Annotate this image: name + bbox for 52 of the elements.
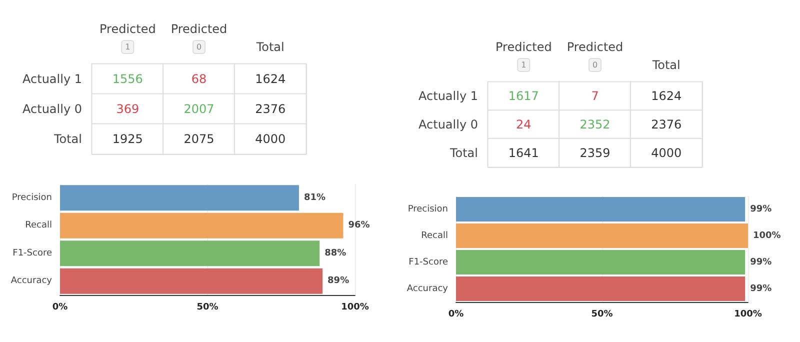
- data-label: 1617: [508, 89, 539, 104]
- x-tick-label: 50%: [591, 310, 613, 320]
- data-label: 68: [191, 72, 207, 86]
- y-tick-label: Total: [52, 132, 82, 146]
- x-tick-label: 100%: [734, 310, 762, 320]
- y-tick-label: Actually 1: [418, 89, 478, 104]
- x-tick-label: Predicted 0: [170, 22, 228, 52]
- y-tick-label: Accuracy: [406, 284, 449, 294]
- y-tick-label: Total: [448, 146, 478, 160]
- data-label: 2376: [651, 118, 682, 132]
- data-label: 89%: [328, 276, 350, 286]
- data-label: 88%: [324, 248, 346, 258]
- y-tick-label: Actually 0: [418, 118, 478, 132]
- data-label: 1624: [255, 72, 286, 86]
- data-label: 4000: [255, 132, 286, 146]
- x-tick-label: Predicted 1: [495, 40, 552, 70]
- data-label: 1925: [112, 132, 143, 146]
- y-tick-label: Actually 1: [22, 72, 82, 86]
- x-tick-label: Total: [651, 58, 680, 72]
- data-label: 2075: [184, 132, 214, 146]
- data-label: 99%: [750, 257, 772, 268]
- x-tick-label: 0%: [52, 302, 68, 312]
- data-label: 100%: [753, 230, 781, 241]
- data-label: 2007: [184, 102, 214, 116]
- data-label: 99%: [750, 284, 772, 294]
- y-tick-label: Accuracy: [10, 276, 53, 286]
- data-label: 4000: [651, 146, 682, 160]
- data-label: 1624: [651, 89, 682, 104]
- y-tick-label: Precision: [12, 192, 52, 203]
- x-tick-label: 100%: [341, 302, 369, 312]
- y-tick-label: Recall: [421, 230, 448, 241]
- data-label: 2352: [580, 118, 610, 132]
- data-label: 1641: [508, 146, 539, 160]
- x-tick-label: Predicted 0: [566, 40, 624, 70]
- y-tick-label: Precision: [408, 204, 448, 214]
- x-tick-label: 50%: [196, 302, 218, 312]
- x-tick-label: 0%: [448, 310, 464, 320]
- y-tick-label: Recall: [25, 220, 52, 231]
- data-label: 81%: [304, 192, 326, 203]
- data-label: 96%: [348, 220, 370, 231]
- x-tick-label: Total: [255, 40, 284, 54]
- data-label: 1556: [112, 72, 143, 86]
- data-label: 2376: [255, 102, 286, 116]
- y-tick-label: F1-Score: [12, 248, 52, 258]
- data-label: 99%: [750, 204, 772, 214]
- y-tick-label: Actually 0: [22, 102, 82, 116]
- data-label: 24: [516, 118, 532, 132]
- data-label: 369: [116, 102, 140, 116]
- data-label: 2359: [580, 146, 610, 160]
- x-tick-label: Predicted 1: [99, 22, 156, 52]
- data-label: 7: [591, 89, 599, 104]
- y-tick-label: F1-Score: [408, 257, 448, 268]
